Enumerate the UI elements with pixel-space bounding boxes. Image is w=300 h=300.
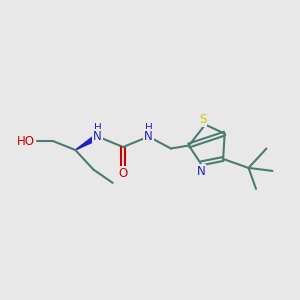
Text: N: N (196, 165, 205, 178)
Text: H: H (145, 123, 152, 133)
Text: S: S (199, 113, 206, 126)
Text: HO: HO (17, 134, 35, 148)
Text: N: N (144, 130, 153, 143)
Text: H: H (94, 123, 102, 133)
Text: N: N (93, 130, 102, 143)
Polygon shape (75, 134, 99, 150)
Text: O: O (118, 167, 128, 180)
